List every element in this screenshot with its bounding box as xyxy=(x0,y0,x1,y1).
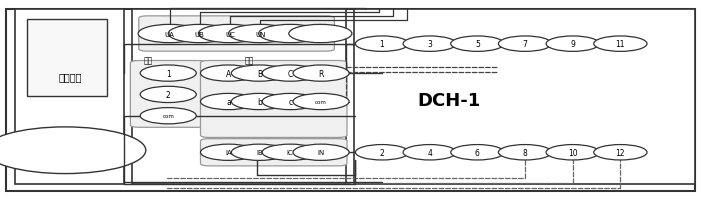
Text: c: c xyxy=(288,98,292,106)
Text: com: com xyxy=(163,114,174,119)
Text: 4: 4 xyxy=(428,148,432,157)
Circle shape xyxy=(0,127,146,174)
Text: 9: 9 xyxy=(571,40,575,49)
Circle shape xyxy=(140,66,196,82)
Circle shape xyxy=(229,25,292,43)
Text: C: C xyxy=(287,69,293,78)
Text: UA: UA xyxy=(165,31,175,37)
Text: IC: IC xyxy=(287,149,294,156)
Circle shape xyxy=(138,25,201,43)
Circle shape xyxy=(403,145,456,160)
Circle shape xyxy=(231,66,287,82)
Circle shape xyxy=(293,144,349,161)
Text: 直流试验: 直流试验 xyxy=(58,72,82,82)
Circle shape xyxy=(262,94,318,110)
Text: 2: 2 xyxy=(166,90,170,99)
Text: UC: UC xyxy=(225,31,235,37)
Text: 5: 5 xyxy=(475,40,479,49)
Circle shape xyxy=(200,144,257,161)
Circle shape xyxy=(546,37,599,52)
FancyBboxPatch shape xyxy=(139,17,334,52)
Text: IB: IB xyxy=(256,149,263,156)
Text: 开出: 开出 xyxy=(144,56,153,65)
FancyBboxPatch shape xyxy=(130,61,207,128)
Circle shape xyxy=(293,94,349,110)
FancyBboxPatch shape xyxy=(132,10,346,184)
Circle shape xyxy=(594,145,647,160)
Circle shape xyxy=(200,94,257,110)
Text: 6: 6 xyxy=(475,148,479,157)
Text: IN: IN xyxy=(318,149,325,156)
Text: UN: UN xyxy=(255,31,265,37)
Circle shape xyxy=(546,145,599,160)
Text: 开入: 开入 xyxy=(244,56,254,65)
Text: 7: 7 xyxy=(523,40,527,49)
Circle shape xyxy=(231,94,287,110)
FancyBboxPatch shape xyxy=(200,61,347,138)
Circle shape xyxy=(140,87,196,103)
Circle shape xyxy=(168,25,231,43)
FancyBboxPatch shape xyxy=(27,20,107,97)
Text: 8: 8 xyxy=(523,148,527,157)
Text: A: A xyxy=(226,69,231,78)
Circle shape xyxy=(355,37,409,52)
Circle shape xyxy=(594,37,647,52)
FancyBboxPatch shape xyxy=(354,10,695,184)
FancyBboxPatch shape xyxy=(200,139,347,166)
Text: 3: 3 xyxy=(428,40,432,49)
Circle shape xyxy=(200,66,257,82)
Circle shape xyxy=(140,108,196,124)
Text: 10: 10 xyxy=(568,148,578,157)
Text: 1: 1 xyxy=(380,40,384,49)
Circle shape xyxy=(293,66,349,82)
Text: 12: 12 xyxy=(615,148,625,157)
Text: DCH-1: DCH-1 xyxy=(417,92,480,110)
Circle shape xyxy=(498,37,552,52)
Text: a: a xyxy=(226,98,231,106)
Circle shape xyxy=(403,37,456,52)
Circle shape xyxy=(498,145,552,160)
Text: IA: IA xyxy=(225,149,232,156)
Circle shape xyxy=(231,144,287,161)
Circle shape xyxy=(289,25,352,43)
Text: b: b xyxy=(257,98,261,106)
Circle shape xyxy=(262,144,318,161)
Text: B: B xyxy=(257,69,262,78)
Text: 2: 2 xyxy=(380,148,384,157)
Text: com: com xyxy=(315,100,327,104)
FancyBboxPatch shape xyxy=(15,10,124,184)
Circle shape xyxy=(451,145,504,160)
Text: 1: 1 xyxy=(166,69,170,78)
Circle shape xyxy=(262,66,318,82)
Circle shape xyxy=(451,37,504,52)
Circle shape xyxy=(198,25,261,43)
Circle shape xyxy=(259,25,322,43)
FancyBboxPatch shape xyxy=(6,10,695,191)
Circle shape xyxy=(355,145,409,160)
Text: R: R xyxy=(318,69,324,78)
Text: UB: UB xyxy=(195,31,205,37)
Text: 11: 11 xyxy=(615,40,625,49)
